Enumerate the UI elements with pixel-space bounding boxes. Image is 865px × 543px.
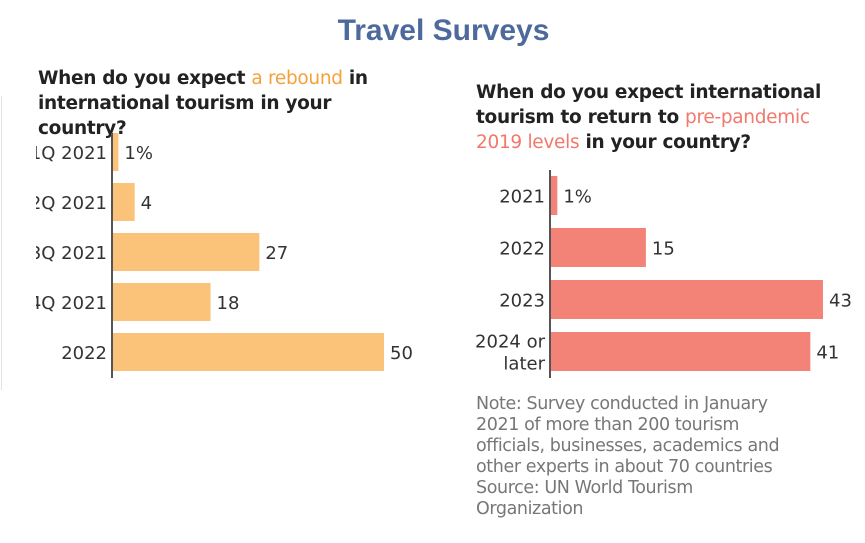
pre-pandemic-category-label: 2022 <box>499 239 545 260</box>
rebound-category-label: 3Q 2021 <box>30 243 107 264</box>
pre-pandemic-bar <box>551 332 811 371</box>
note-line: Note: Survey conducted in January <box>476 394 768 414</box>
note-line: officials, businesses, academics and <box>476 436 780 456</box>
pre-pandemic-category-label: 2023 <box>499 291 545 312</box>
rebound-value-label: 50 <box>390 343 413 364</box>
right-chart-title-highlight: pre-pandemic 2019 levels <box>476 107 810 153</box>
rebound-category-label: 1Q 2021 <box>30 143 107 164</box>
rebound-chart: 1% 1Q 2021 4 2Q 2021 27 3Q 2021 18 4Q 2021 50 202… <box>30 133 413 378</box>
source-line: Source: UN World Tourism <box>476 478 693 498</box>
rebound-value-label: 18 <box>217 293 240 314</box>
pre-pandemic-bar <box>551 280 823 319</box>
rebound-value-label: 1% <box>124 143 153 164</box>
footnote: Note: Survey conducted in January 2021 o… <box>476 394 846 520</box>
pre-pandemic-category-label: later <box>503 354 545 375</box>
right-chart-title: When do you expect international tourism… <box>476 80 836 155</box>
pre-pandemic-category-label: 2024 or <box>475 332 546 353</box>
left-chart-title-highlight: a rebound <box>251 68 343 89</box>
right-chart-title-part-1: When do you expect international tourism… <box>476 82 821 128</box>
pre-pandemic-category-label: 2021 <box>499 187 545 208</box>
note-line: other experts in about 70 countries <box>476 457 773 477</box>
right-chart-title-part-3: in your country? <box>579 132 751 153</box>
pre-pandemic-value-label: 15 <box>652 239 675 260</box>
rebound-category-label: 4Q 2021 <box>30 293 107 314</box>
rebound-bar <box>113 183 135 221</box>
rebound-category-label: 2Q 2021 <box>30 193 107 214</box>
pre-pandemic-value-label: 1% <box>563 187 592 208</box>
note-line: 2021 of more than 200 tourism <box>476 415 739 435</box>
pre-pandemic-bar <box>551 228 646 267</box>
rebound-value-label: 4 <box>141 193 152 214</box>
pre-pandemic-bar <box>551 176 558 215</box>
source-line: Organization <box>476 499 584 519</box>
rebound-bar <box>113 333 384 371</box>
rebound-bar <box>113 133 119 171</box>
page-title: Travel Surveys <box>337 14 550 47</box>
rebound-category-label: 2022 <box>61 343 107 364</box>
pre-pandemic-value-label: 43 <box>829 291 852 312</box>
left-chart-title-part-3: in international tourism in your country… <box>38 68 368 139</box>
left-chart-title: When do you expect a rebound in internat… <box>38 66 378 141</box>
left-border-divider <box>1 96 2 390</box>
left-chart-title-part-1: When do you expect <box>38 68 252 89</box>
pre-pandemic-value-label: 41 <box>816 343 839 364</box>
rebound-value-label: 27 <box>265 243 288 264</box>
rebound-bar <box>113 233 260 271</box>
rebound-bar <box>113 283 211 321</box>
